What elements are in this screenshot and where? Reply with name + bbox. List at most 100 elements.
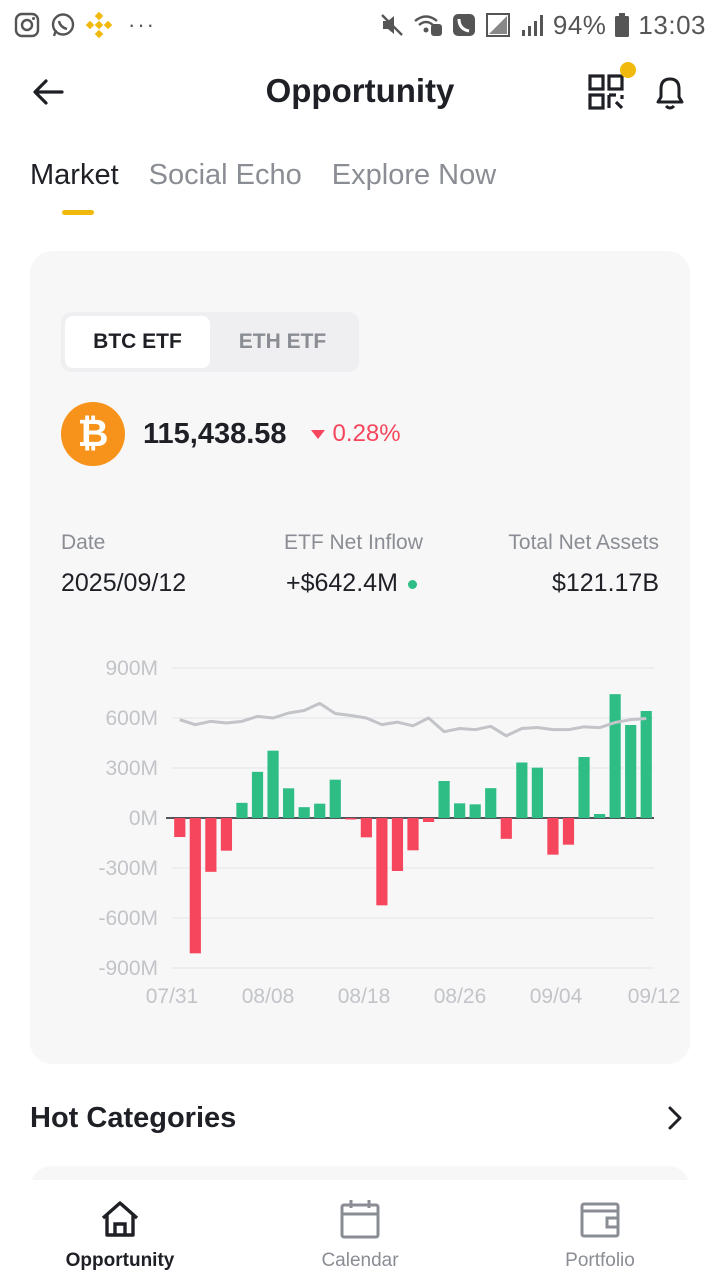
assets-label: Total Net Assets (508, 531, 659, 554)
hot-categories-header[interactable]: Hot Categories (30, 1090, 690, 1146)
battery-percent: 94% (552, 9, 607, 40)
flow-bar (578, 757, 590, 818)
flow-bar (562, 818, 575, 845)
inflow-indicator-dot (407, 579, 417, 589)
flow-bar (500, 818, 512, 839)
flow-bar (454, 803, 466, 818)
y-tick-label: 600M (105, 707, 158, 730)
signal-box-icon (485, 13, 510, 37)
bitcoin-icon: ₿ (61, 402, 125, 466)
bottom-nav: Opportunity Calendar Portfolio (0, 1180, 720, 1280)
nav-label: Opportunity (65, 1250, 175, 1271)
y-tick-label: 0M (129, 807, 158, 830)
price-row: ₿ 115,438.58 0.28% (61, 402, 401, 466)
flow-bar (251, 771, 264, 818)
flow-bar (625, 725, 637, 818)
x-tick-label: 07/31 (146, 985, 199, 1008)
status-overflow: ··· (128, 12, 156, 37)
nav-label: Calendar (321, 1250, 399, 1271)
back-arrow-icon[interactable] (28, 72, 68, 112)
flow-bar (609, 694, 621, 818)
nav-calendar[interactable]: Calendar (240, 1180, 480, 1280)
flow-bar (236, 802, 248, 818)
flow-bar (422, 818, 435, 822)
nav-label: Portfolio (565, 1250, 635, 1271)
etf-card: BTC ETF ETH ETF ₿ 115,438.58 0.28% Date … (30, 251, 690, 1064)
binance-icon (86, 12, 112, 38)
tab-explore-now[interactable]: Explore Now (331, 159, 497, 191)
tab-social-echo[interactable]: Social Echo (148, 159, 302, 191)
calendar-icon (340, 1200, 380, 1239)
y-tick-label: -300M (98, 857, 158, 880)
flow-bar (345, 818, 357, 820)
x-tick-label: 08/26 (434, 985, 487, 1008)
flow-bar (298, 807, 310, 818)
flow-bar (329, 779, 341, 818)
x-tick-label: 08/18 (338, 985, 391, 1008)
page-title: Opportunity (265, 72, 455, 109)
flow-bar (205, 818, 217, 872)
flow-bar (267, 750, 279, 818)
etf-segment-control: BTC ETF ETH ETF (61, 312, 359, 372)
y-tick-label: -900M (98, 957, 158, 980)
flow-bar (314, 803, 326, 818)
price-change-value: 0.28% (332, 420, 401, 447)
flow-bar (516, 762, 528, 818)
flow-bar (531, 767, 543, 818)
inflow-label: ETF Net Inflow (284, 531, 423, 554)
date-label: Date (61, 531, 106, 554)
cell-signal-icon (521, 15, 543, 36)
assets-value: $121.17B (551, 569, 659, 597)
segment-btc-etf[interactable]: BTC ETF (65, 316, 210, 368)
flow-bar (220, 818, 233, 851)
flow-bar (360, 818, 372, 838)
flow-bar (376, 818, 388, 906)
flow-bar (640, 711, 652, 818)
x-tick-label: 08/08 (242, 985, 295, 1008)
hot-categories-title: Hot Categories (30, 1101, 237, 1134)
segment-eth-etf[interactable]: ETH ETF (238, 330, 327, 353)
header: Opportunity (0, 56, 720, 128)
y-tick-label: 300M (105, 757, 158, 780)
tab-market[interactable]: Market (30, 155, 119, 215)
y-tick-label: -600M (98, 907, 158, 930)
phone-call-icon (452, 14, 475, 36)
battery-icon (615, 13, 630, 37)
whatsapp-icon (51, 13, 75, 37)
net-assets-line (179, 701, 647, 738)
notification-dot (620, 62, 636, 78)
etf-flow-chart-svg: 900M 600M 300M 0M -300M -600M -900M 07/31 08/08 0… (98, 657, 681, 1008)
x-tick-label: 09/04 (530, 985, 583, 1008)
inflow-value-wrap: +$642.4M (286, 569, 417, 598)
flow-bar (469, 804, 481, 818)
flow-bar (438, 781, 450, 818)
qr-scan-icon[interactable] (586, 72, 626, 112)
price-change: 0.28% (310, 420, 401, 448)
wifi-call-icon (414, 15, 442, 36)
flow-bar (547, 818, 559, 855)
tab-bar: Market Social Echo Explore Now (30, 155, 496, 225)
nav-opportunity[interactable]: Opportunity (0, 1180, 240, 1280)
status-bar: ··· 94% 13:03 (0, 0, 720, 50)
home-icon (101, 1201, 139, 1237)
flow-bar (391, 818, 404, 871)
nav-portfolio[interactable]: Portfolio (480, 1180, 720, 1280)
flow-bar (283, 788, 295, 818)
wallet-icon (580, 1202, 620, 1238)
clock: 13:03 (638, 9, 706, 40)
btc-price: 115,438.58 (143, 417, 287, 450)
down-triangle-icon (310, 429, 325, 439)
bell-icon[interactable] (650, 72, 690, 112)
x-tick-label: 09/12 (628, 985, 681, 1008)
mute-icon (381, 14, 403, 36)
chevron-right-icon[interactable] (660, 1103, 690, 1133)
flow-bar (407, 818, 419, 851)
etf-flow-chart[interactable]: 900M 600M 300M 0M -300M -600M -900M 07/31 08/08 0… (60, 641, 690, 1021)
flow-bar (174, 818, 186, 837)
inflow-value: +$642.4M (286, 569, 398, 597)
date-value: 2025/09/12 (61, 569, 187, 597)
flow-bar (485, 788, 497, 818)
flow-bar (189, 818, 201, 954)
flow-bar (593, 814, 606, 818)
y-tick-label: 900M (105, 657, 158, 680)
